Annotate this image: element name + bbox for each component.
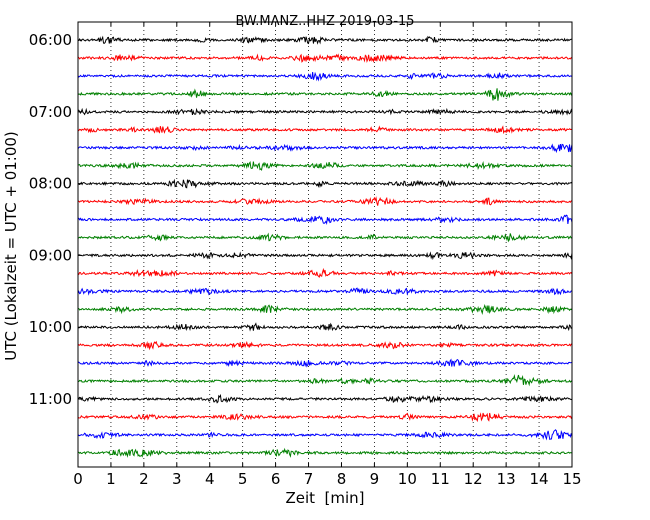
- seismic-trace-0830: [77, 214, 573, 225]
- seismic-trace-0900: [77, 251, 573, 261]
- x-tick-label: 4: [205, 470, 215, 488]
- seismic-trace-0630: [77, 71, 573, 82]
- seismic-trace-1030: [77, 358, 573, 368]
- y-axis-label: UTC (Lokalzeit = UTC + 01:00): [2, 131, 20, 361]
- x-tick-label: 6: [271, 470, 281, 488]
- seismic-trace-1000: [77, 322, 573, 332]
- seismic-trace-0715: [77, 125, 573, 135]
- seismic-trace-0800: [77, 178, 573, 189]
- seismic-trace-1130: [77, 429, 573, 441]
- seismogram-traces: [77, 35, 573, 458]
- x-tick-label: 10: [398, 470, 417, 488]
- y-axis-ticks: 06:00 07:00 08:00 09:00 10:00 11:00: [29, 31, 82, 408]
- x-tick-label: 12: [464, 470, 483, 488]
- x-tick-label: 8: [337, 470, 347, 488]
- x-tick-label: 14: [530, 470, 549, 488]
- seismic-trace-0745: [77, 161, 573, 171]
- seismic-trace-1115: [77, 412, 573, 423]
- seismic-trace-1015: [77, 340, 573, 351]
- seismic-trace-0815: [77, 196, 573, 206]
- x-tick-label: 2: [139, 470, 149, 488]
- seismic-trace-0645: [77, 88, 573, 101]
- x-tick-label: 13: [497, 470, 516, 488]
- seismic-trace-0915: [77, 267, 573, 279]
- y-tick-label: 07:00: [29, 103, 72, 121]
- x-tick-label: 7: [304, 470, 314, 488]
- x-tick-label: 0: [73, 470, 83, 488]
- x-tick-label: 5: [238, 470, 248, 488]
- x-tick-label: 9: [370, 470, 380, 488]
- x-axis-label: Zeit [min]: [285, 489, 364, 507]
- plot-frame: [77, 21, 573, 468]
- y-tick-label: 09:00: [29, 246, 72, 264]
- seismic-trace-0615: [77, 53, 573, 64]
- y-tick-label: 11:00: [29, 390, 72, 408]
- seismic-trace-0845: [77, 232, 573, 243]
- x-tick-label: 11: [431, 470, 450, 488]
- seismic-trace-1100: [77, 393, 573, 404]
- seismic-trace-1145: [77, 447, 573, 458]
- y-tick-label: 10:00: [29, 318, 72, 336]
- x-tick-label: 3: [172, 470, 182, 488]
- seismic-trace-0930: [77, 287, 573, 296]
- y-tick-label: 06:00: [29, 31, 72, 49]
- seismic-trace-0945: [77, 303, 573, 316]
- y-tick-label: 08:00: [29, 175, 72, 193]
- x-tick-label: 1: [106, 470, 116, 488]
- x-tick-label: 15: [562, 470, 581, 488]
- seismic-trace-0600: [77, 35, 573, 45]
- seismic-trace-0730: [77, 143, 573, 154]
- seismic-trace-1045: [77, 374, 573, 387]
- seismic-trace-0700: [77, 107, 573, 116]
- x-axis-ticks: 0 1 2 3 4 5 6 7 8 9 10 11 12 13 14 15: [73, 22, 582, 488]
